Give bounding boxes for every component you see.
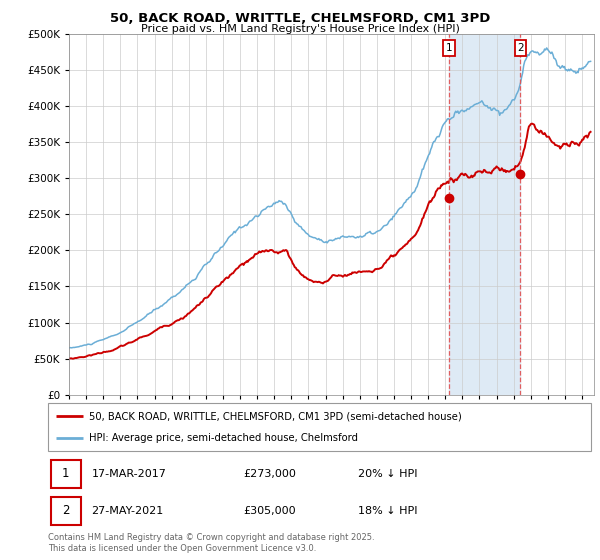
Text: HPI: Average price, semi-detached house, Chelmsford: HPI: Average price, semi-detached house,…: [89, 433, 358, 443]
Text: 50, BACK ROAD, WRITTLE, CHELMSFORD, CM1 3PD: 50, BACK ROAD, WRITTLE, CHELMSFORD, CM1 …: [110, 12, 490, 25]
Text: 20% ↓ HPI: 20% ↓ HPI: [358, 469, 417, 479]
Bar: [51, 460, 80, 488]
Text: 50, BACK ROAD, WRITTLE, CHELMSFORD, CM1 3PD (semi-detached house): 50, BACK ROAD, WRITTLE, CHELMSFORD, CM1 …: [89, 411, 461, 421]
Bar: [449, 34, 520, 395]
Text: 17-MAR-2017: 17-MAR-2017: [91, 469, 166, 479]
Text: 1: 1: [445, 43, 452, 53]
Text: 2: 2: [62, 505, 70, 517]
Text: £305,000: £305,000: [244, 506, 296, 516]
Text: 1: 1: [62, 468, 70, 480]
FancyBboxPatch shape: [48, 403, 591, 451]
Text: Price paid vs. HM Land Registry's House Price Index (HPI): Price paid vs. HM Land Registry's House …: [140, 24, 460, 34]
Text: Contains HM Land Registry data © Crown copyright and database right 2025.
This d: Contains HM Land Registry data © Crown c…: [48, 533, 374, 553]
Text: 18% ↓ HPI: 18% ↓ HPI: [358, 506, 417, 516]
Text: 2: 2: [517, 43, 524, 53]
Bar: [51, 497, 80, 525]
Text: 27-MAY-2021: 27-MAY-2021: [91, 506, 164, 516]
Text: £273,000: £273,000: [244, 469, 296, 479]
